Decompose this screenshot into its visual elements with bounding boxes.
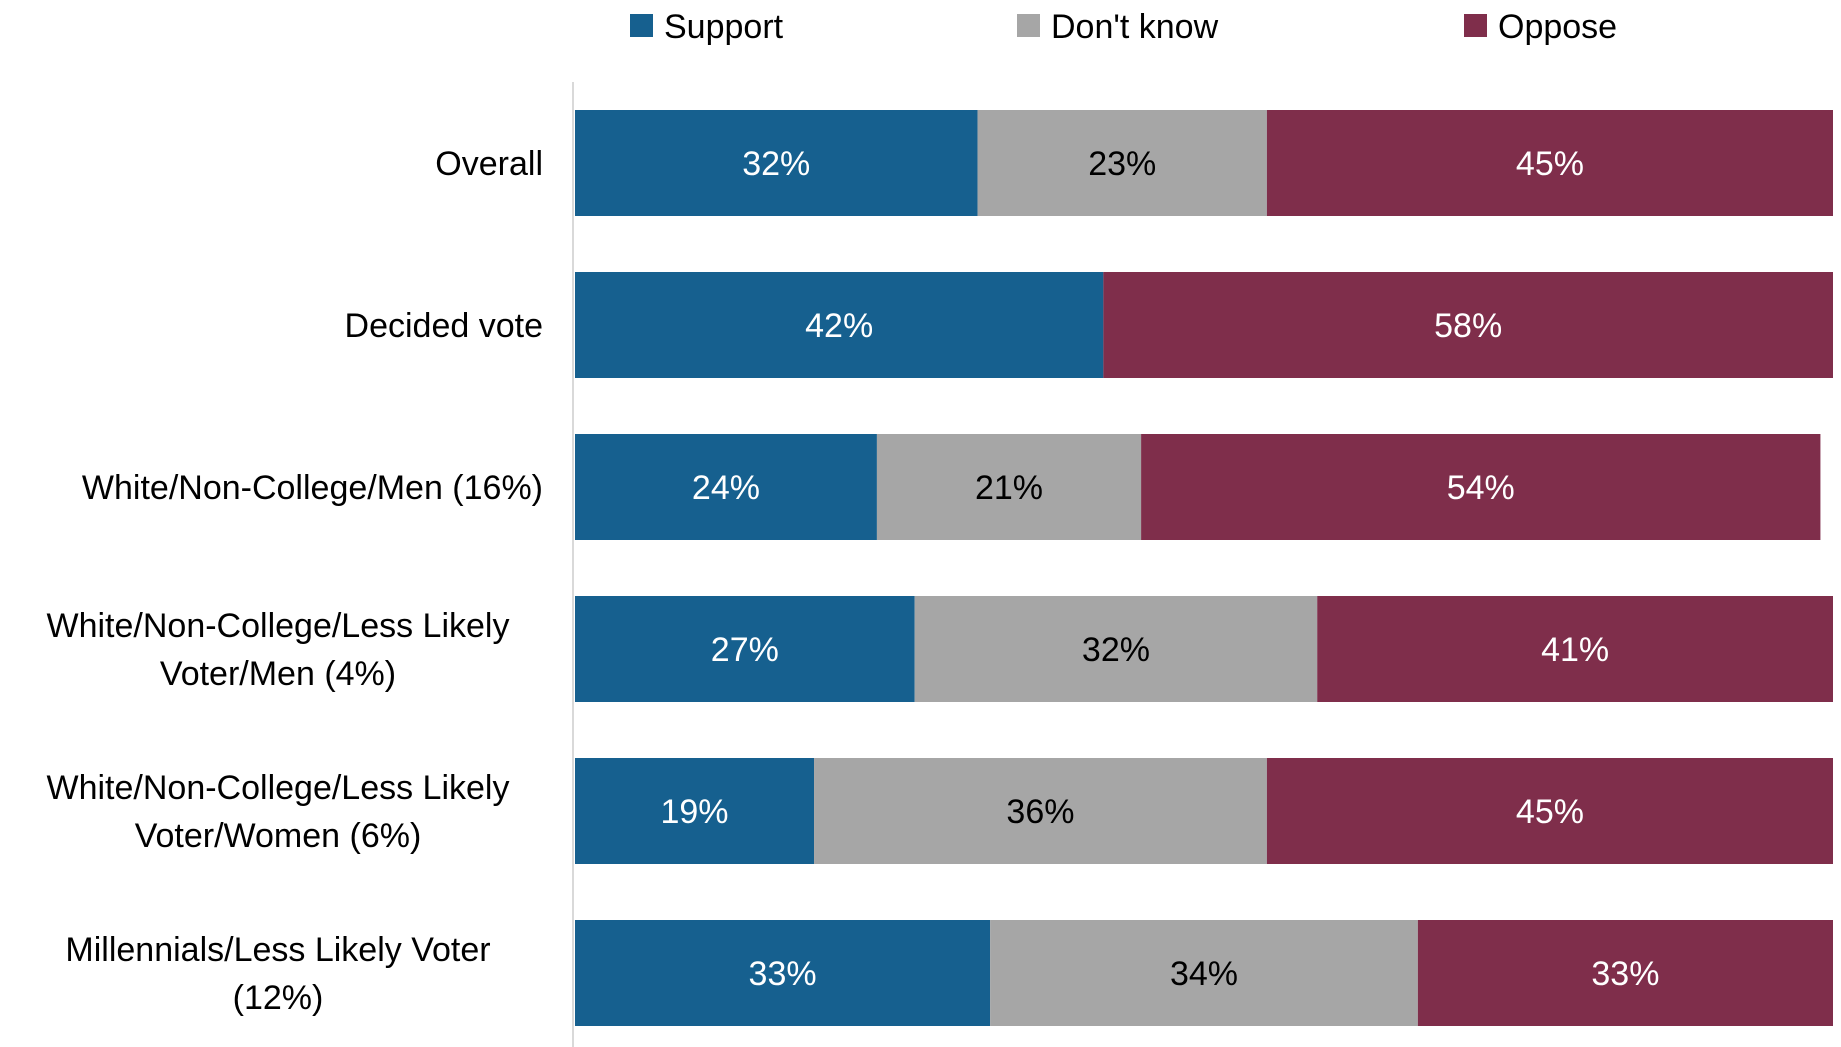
data-label-oppose: 33% — [1591, 955, 1659, 993]
bar-segment-don-t-know — [814, 758, 1267, 864]
bar-segment-oppose — [1266, 758, 1833, 864]
data-label-don-t-know: 32% — [1082, 631, 1150, 669]
category-label-line: Decided vote — [345, 307, 543, 345]
bar-segment-oppose — [1417, 920, 1833, 1026]
bar-segment-oppose — [1103, 272, 1833, 378]
data-label-support: 27% — [711, 631, 779, 669]
data-label-support: 42% — [805, 307, 873, 345]
data-label-support: 19% — [660, 793, 728, 831]
data-label-oppose: 54% — [1447, 469, 1515, 507]
bar-row: 32% 23% 45% — [575, 110, 1833, 216]
category-label-line: White/Non-College/Less Likely — [47, 607, 510, 645]
data-label-support: 32% — [742, 145, 810, 183]
legend-item-don-t-know: Don't know — [1017, 8, 1219, 46]
data-label-oppose: 45% — [1516, 793, 1584, 831]
category-label-line: Millennials/Less Likely Voter — [65, 931, 490, 969]
bars: 32% 23% 45% 42% 58% 24% 21% 54% 27% 32% 41% 19% 36% 4… — [575, 110, 1833, 1026]
data-label-oppose: 41% — [1541, 631, 1609, 669]
category-label: Millennials/Less Likely Voter (12%) — [65, 931, 490, 1017]
category-label: White/Non-College/Less Likely Voter/Women… — [47, 769, 510, 855]
bar-segment-don-t-know — [876, 434, 1142, 540]
bar-segment-oppose — [1317, 596, 1833, 702]
data-label-oppose: 45% — [1516, 145, 1584, 183]
category-label-line: Voter/Women (6%) — [135, 817, 422, 855]
legend-label-oppose: Oppose — [1498, 8, 1617, 46]
bar-row: 24% 21% 54% — [575, 434, 1821, 540]
bar-segment-support — [575, 110, 978, 216]
bar-segment-support — [575, 434, 877, 540]
legend: Support Don't know Oppose — [630, 8, 1617, 46]
legend-label-support: Support — [664, 8, 784, 46]
bar-segment-don-t-know — [977, 110, 1267, 216]
category-label: Overall — [435, 145, 543, 183]
bar-segment-support — [575, 272, 1104, 378]
category-label-line: Overall — [435, 145, 543, 183]
category-labels: Overall Decided vote White/Non-College/Men… — [47, 145, 543, 1017]
category-label-line: Voter/Men (4%) — [160, 655, 396, 693]
legend-item-support: Support — [630, 8, 784, 46]
bar-segment-support — [575, 758, 815, 864]
data-label-support: 33% — [749, 955, 817, 993]
legend-swatch-don-t-know — [1017, 14, 1040, 37]
legend-item-oppose: Oppose — [1464, 8, 1617, 46]
data-label-don-t-know: 21% — [975, 469, 1043, 507]
bar-row: 27% 32% 41% — [575, 596, 1833, 702]
category-label-line: White/Non-College/Men (16%) — [82, 469, 543, 507]
category-label: Decided vote — [345, 307, 543, 345]
category-label: White/Non-College/Men (16%) — [82, 469, 543, 507]
bar-segment-support — [575, 920, 991, 1026]
data-label-support: 24% — [692, 469, 760, 507]
data-label-don-t-know: 36% — [1006, 793, 1074, 831]
data-label-don-t-know: 34% — [1170, 955, 1238, 993]
bar-segment-oppose — [1141, 434, 1821, 540]
legend-swatch-oppose — [1464, 14, 1487, 37]
category-label-line: White/Non-College/Less Likely — [47, 769, 510, 807]
bar-row: 19% 36% 45% — [575, 758, 1833, 864]
legend-label-don-t-know: Don't know — [1051, 8, 1219, 46]
bar-segment-don-t-know — [990, 920, 1418, 1026]
legend-swatch-support — [630, 14, 653, 37]
bar-segment-support — [575, 596, 915, 702]
category-label: White/Non-College/Less Likely Voter/Men (… — [47, 607, 510, 693]
bar-segment-oppose — [1266, 110, 1833, 216]
bar-row: 33% 34% 33% — [575, 920, 1833, 1026]
data-label-don-t-know: 23% — [1088, 145, 1156, 183]
data-label-oppose: 58% — [1434, 307, 1502, 345]
bar-segment-don-t-know — [914, 596, 1318, 702]
bar-row: 42% 58% — [575, 272, 1833, 378]
category-label-line: (12%) — [233, 979, 324, 1017]
